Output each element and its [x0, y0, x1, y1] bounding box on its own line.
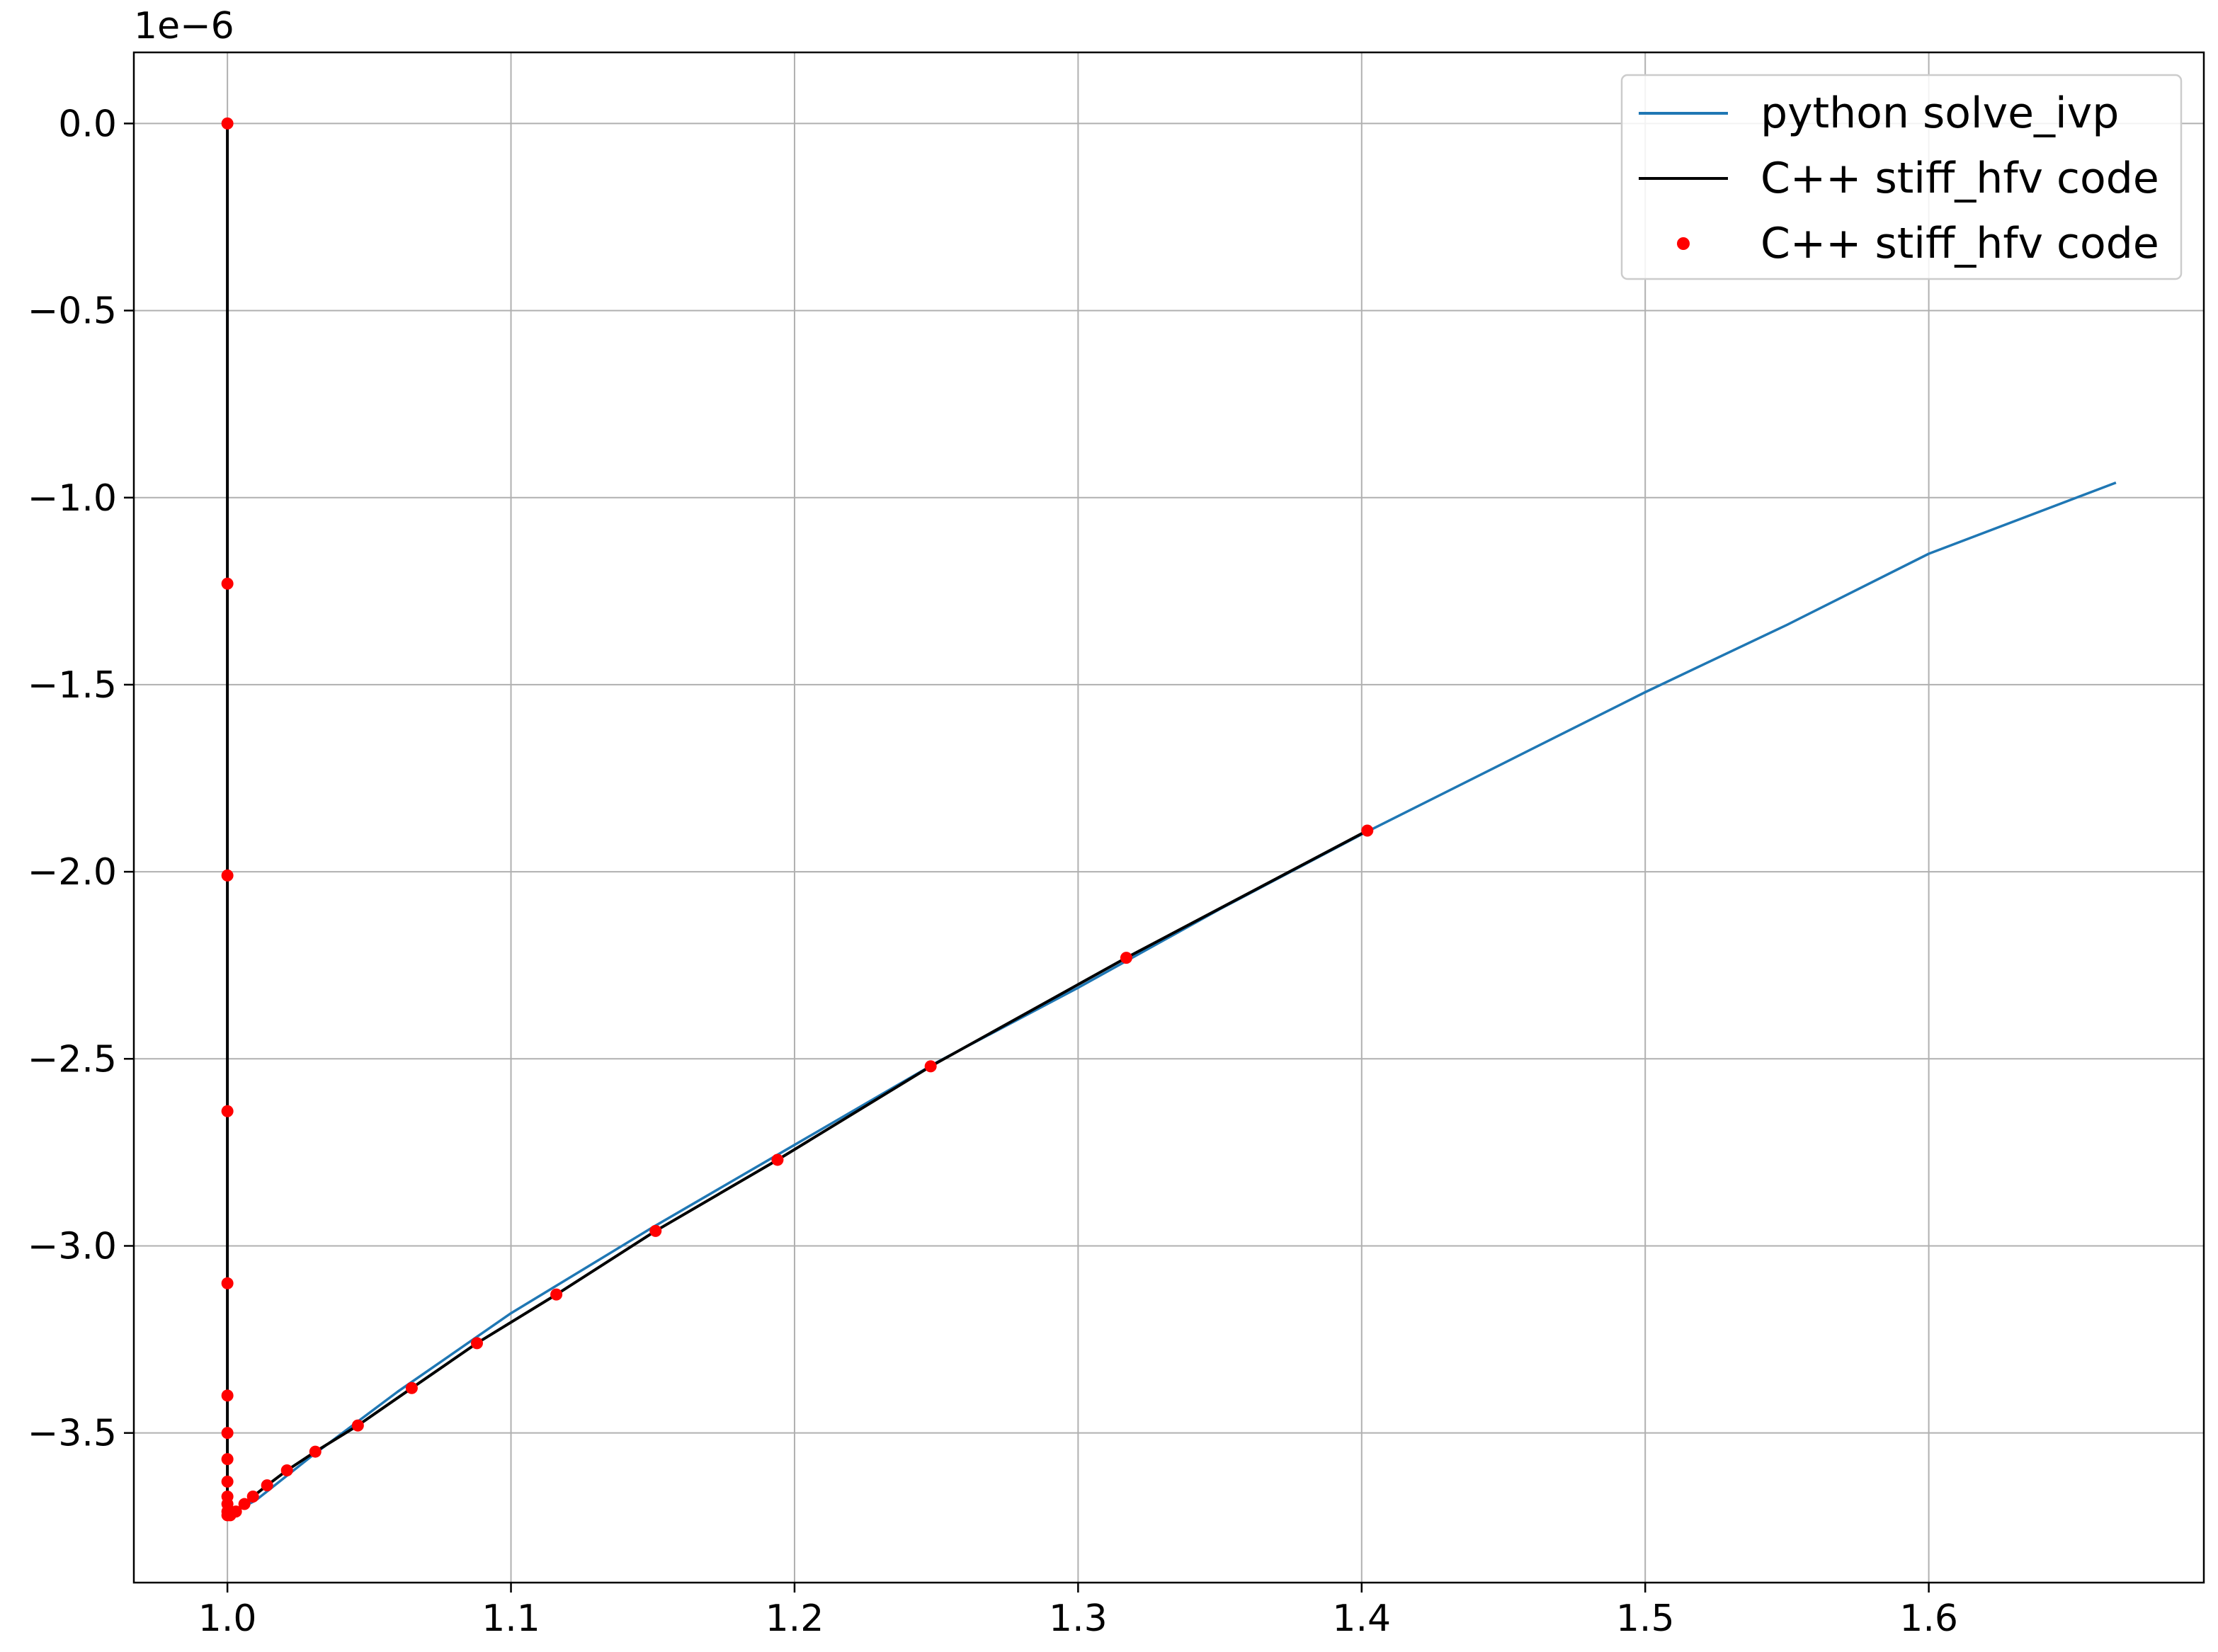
data-point: [221, 1427, 234, 1440]
data-point: [649, 1224, 662, 1237]
data-point: [405, 1382, 418, 1394]
data-point: [229, 1505, 242, 1518]
data-point: [221, 1389, 234, 1402]
data-point: [221, 577, 234, 590]
y-tick-label: −3.0: [28, 1225, 117, 1268]
axis-ticks: 1.0 1.1 1.2 1.3 1.4 1.5 1.6 0.0 −0.5 −1.0 −1.5 −2.0…: [28, 103, 1958, 1640]
data-point: [470, 1337, 483, 1350]
x-tick-label: 1.5: [1616, 1597, 1675, 1640]
legend-entry-label: C++ stiff_hfv code: [1761, 154, 2159, 203]
data-point: [1361, 824, 1374, 837]
data-point: [221, 1453, 234, 1466]
legend-point-swatch: [1677, 237, 1690, 250]
data-point: [221, 1277, 234, 1289]
x-tick-label: 1.0: [198, 1597, 257, 1640]
y-tick-label: −2.0: [28, 851, 117, 894]
data-point: [1120, 952, 1132, 964]
plot-series: [221, 117, 2117, 1522]
data-point: [221, 869, 234, 882]
y-tick-label: −0.5: [28, 290, 117, 333]
legend-entry-label: C++ stiff_hfv code: [1761, 219, 2159, 268]
data-point: [238, 1498, 251, 1510]
legend-entry-label: python solve_ivp: [1761, 89, 2119, 138]
data-point: [261, 1479, 273, 1492]
y-tick-label: −3.5: [28, 1413, 117, 1455]
data-point: [550, 1288, 563, 1301]
x-tick-label: 1.6: [1899, 1597, 1958, 1640]
plot-area-frame: [132, 51, 2205, 1584]
y-tick-label: −1.5: [28, 664, 117, 707]
data-point: [771, 1153, 784, 1166]
y-tick-label: −1.0: [28, 477, 117, 520]
y-tick-label: 0.0: [58, 103, 117, 145]
y-axis-offset-label: 1e−6: [134, 5, 234, 47]
data-point: [280, 1464, 293, 1476]
data-point: [309, 1445, 322, 1458]
y-tick-label: −2.5: [28, 1038, 117, 1081]
x-tick-label: 1.1: [482, 1597, 540, 1640]
legend-frame: [1620, 74, 2183, 280]
x-tick-label: 1.2: [766, 1597, 824, 1640]
data-point: [246, 1490, 259, 1503]
grid: [134, 52, 2204, 1583]
x-tick-label: 1.3: [1049, 1597, 1108, 1640]
data-point: [221, 1105, 234, 1117]
legend: python solve_ivp C++ stiff_hfv code C++ st…: [1620, 74, 2183, 280]
x-tick-label: 1.4: [1332, 1597, 1391, 1640]
data-point: [221, 117, 234, 130]
data-point: [351, 1419, 364, 1432]
data-point: [221, 1475, 234, 1488]
data-point: [924, 1060, 937, 1073]
